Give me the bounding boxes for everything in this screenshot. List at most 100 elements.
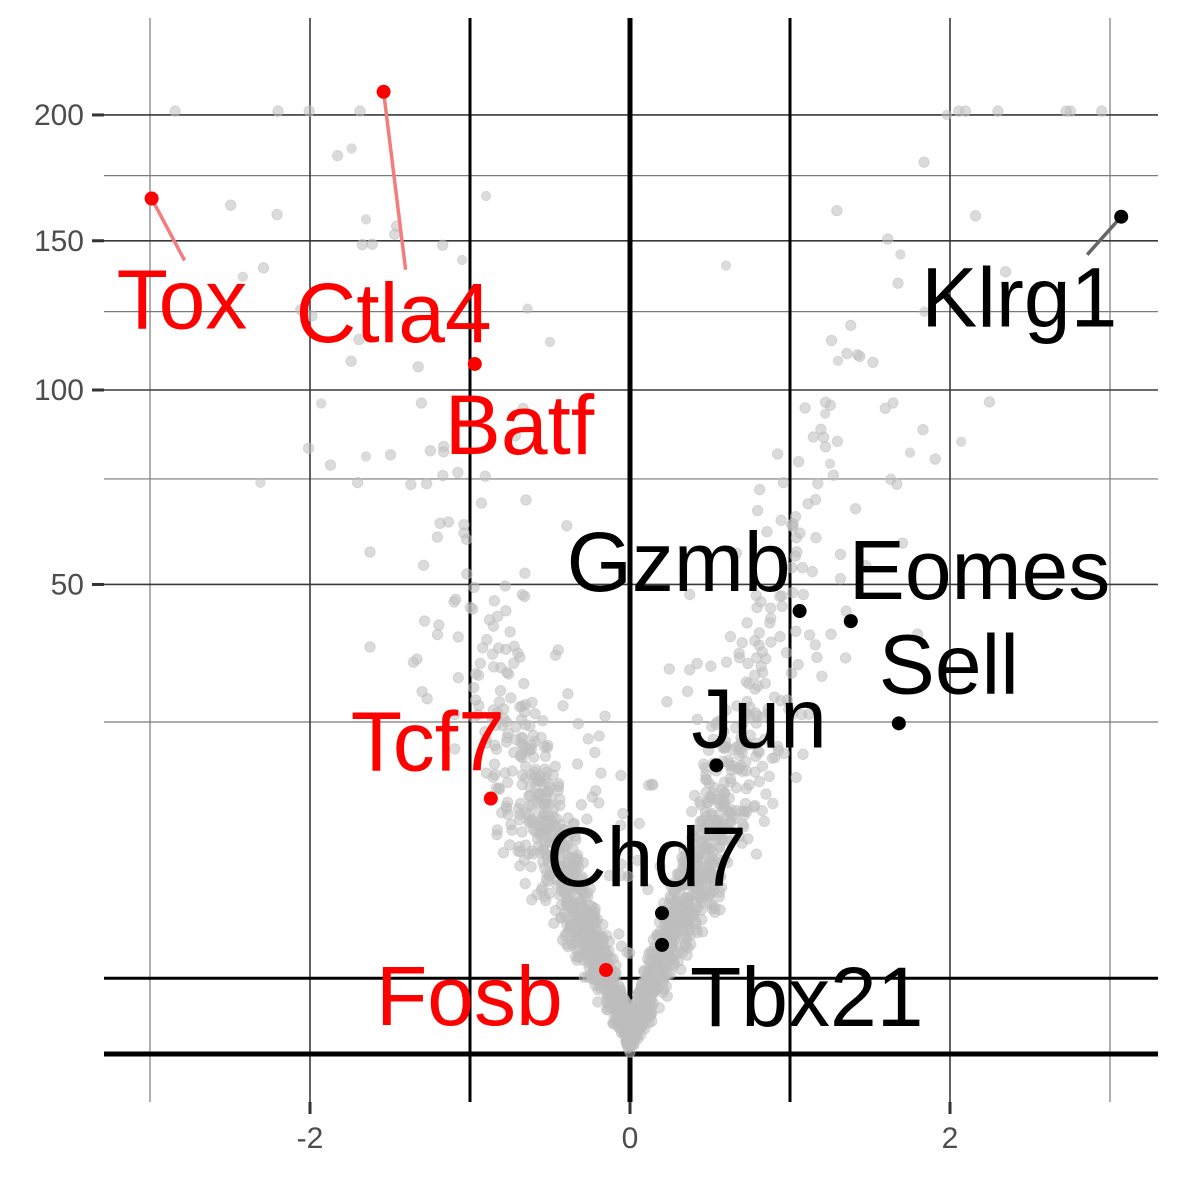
y-tick-label: 100 bbox=[34, 374, 84, 407]
background-gene-point bbox=[449, 708, 461, 721]
background-gene-point bbox=[825, 628, 837, 640]
background-gene-point bbox=[919, 306, 930, 317]
background-gene-point bbox=[488, 595, 501, 607]
axes: 50 100 150 200 -2 0 2 bbox=[34, 99, 958, 1155]
background-gene-point bbox=[519, 877, 531, 890]
background-gene-point bbox=[624, 1039, 636, 1052]
background-points bbox=[169, 105, 1108, 1058]
background-gene-point bbox=[604, 982, 617, 994]
background-gene-point bbox=[316, 398, 327, 409]
background-gene-point bbox=[758, 815, 771, 828]
background-gene-point bbox=[599, 710, 611, 722]
background-gene-point bbox=[579, 930, 591, 942]
background-gene-point bbox=[1096, 105, 1108, 117]
background-gene-point bbox=[786, 519, 798, 531]
background-gene-point bbox=[668, 923, 681, 936]
background-gene-point bbox=[527, 848, 540, 860]
background-gene-point bbox=[681, 685, 694, 698]
background-gene-point bbox=[657, 983, 670, 996]
background-gene-point bbox=[499, 580, 511, 592]
background-gene-point bbox=[774, 630, 786, 643]
background-gene-point bbox=[724, 834, 737, 846]
gene-label-sell: Sell bbox=[879, 617, 1019, 711]
background-gene-point bbox=[684, 664, 696, 676]
background-gene-point bbox=[628, 1029, 640, 1042]
background-gene-point bbox=[752, 745, 764, 758]
background-gene-point bbox=[437, 469, 449, 482]
background-gene-point bbox=[575, 799, 588, 811]
background-gene-point bbox=[497, 846, 510, 859]
gene-label-gzmb: Gzmb bbox=[567, 515, 791, 609]
background-gene-point bbox=[683, 588, 696, 601]
background-gene-point bbox=[704, 808, 716, 821]
background-gene-point bbox=[531, 833, 544, 845]
background-gene-point bbox=[790, 625, 802, 638]
background-gene-point bbox=[700, 842, 712, 855]
background-gene-point bbox=[860, 560, 872, 572]
background-gene-point bbox=[529, 707, 541, 720]
background-gene-point bbox=[832, 355, 844, 366]
background-gene-point bbox=[796, 561, 808, 574]
background-gene-point bbox=[554, 832, 567, 845]
background-gene-point bbox=[765, 636, 777, 648]
background-gene-point bbox=[809, 639, 821, 651]
background-gene-point bbox=[417, 559, 430, 571]
background-gene-point bbox=[992, 105, 1004, 117]
background-gene-point bbox=[491, 828, 503, 841]
background-gene-point bbox=[790, 532, 803, 544]
background-gene-point bbox=[448, 596, 460, 608]
background-gene-point bbox=[895, 249, 906, 260]
background-gene-point bbox=[567, 852, 580, 864]
background-gene-point bbox=[635, 995, 647, 1007]
background-gene-point bbox=[715, 881, 728, 893]
background-gene-point bbox=[819, 396, 832, 409]
background-gene-point bbox=[738, 821, 750, 833]
highlighted-gene-point bbox=[891, 716, 906, 731]
background-gene-point bbox=[736, 636, 748, 649]
background-gene-point bbox=[603, 869, 616, 882]
background-gene-point bbox=[820, 408, 831, 419]
background-gene-point bbox=[595, 767, 607, 779]
background-gene-point bbox=[572, 718, 584, 730]
background-gene-point bbox=[743, 677, 755, 690]
background-gene-point bbox=[411, 653, 423, 665]
background-gene-point bbox=[867, 356, 879, 368]
background-gene-point bbox=[603, 935, 616, 948]
background-gene-point bbox=[495, 662, 507, 674]
highlighted-gene-point bbox=[792, 604, 807, 619]
background-gene-point bbox=[887, 397, 899, 409]
background-gene-point bbox=[918, 156, 930, 168]
background-gene-point bbox=[561, 919, 573, 931]
background-gene-point bbox=[502, 808, 514, 821]
highlighted-gene-point bbox=[843, 614, 858, 629]
leader-line bbox=[150, 197, 187, 262]
background-gene-point bbox=[519, 567, 531, 579]
background-gene-point bbox=[571, 758, 584, 770]
background-gene-point bbox=[775, 514, 787, 527]
background-gene-point bbox=[615, 858, 627, 870]
background-gene-point bbox=[514, 860, 526, 872]
background-gene-point bbox=[650, 966, 662, 978]
background-gene-point bbox=[956, 436, 967, 448]
background-gene-point bbox=[831, 204, 843, 217]
background-gene-point bbox=[518, 677, 530, 690]
background-gene-point bbox=[533, 820, 545, 832]
background-gene-point bbox=[364, 546, 376, 558]
background-gene-point bbox=[467, 681, 480, 694]
background-gene-point bbox=[480, 190, 492, 202]
background-gene-point bbox=[364, 641, 376, 653]
background-gene-point bbox=[687, 824, 699, 836]
background-gene-point bbox=[879, 402, 892, 415]
background-gene-point bbox=[548, 917, 560, 929]
background-gene-point bbox=[360, 214, 372, 225]
background-gene-point bbox=[493, 642, 505, 654]
background-gene-point bbox=[477, 642, 489, 654]
background-gene-point bbox=[622, 870, 634, 883]
background-gene-point bbox=[635, 980, 648, 992]
background-gene-point bbox=[576, 902, 588, 915]
background-gene-point bbox=[929, 453, 942, 465]
background-gene-point bbox=[568, 889, 580, 902]
background-gene-point bbox=[941, 109, 952, 121]
background-gene-point bbox=[360, 451, 372, 462]
